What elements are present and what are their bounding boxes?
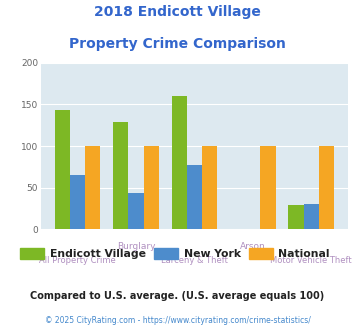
- Bar: [171, 96, 187, 229]
- Bar: [319, 146, 334, 229]
- Bar: [70, 175, 85, 229]
- Bar: [260, 146, 275, 229]
- Bar: [288, 205, 304, 229]
- Bar: [143, 146, 159, 229]
- Text: All Property Crime: All Property Crime: [39, 256, 116, 265]
- Text: © 2025 CityRating.com - https://www.cityrating.com/crime-statistics/: © 2025 CityRating.com - https://www.city…: [45, 316, 310, 325]
- Bar: [202, 146, 217, 229]
- Bar: [129, 193, 143, 229]
- Text: Larceny & Theft: Larceny & Theft: [161, 256, 228, 265]
- Bar: [85, 146, 100, 229]
- Text: Arson: Arson: [240, 242, 266, 251]
- Bar: [55, 110, 70, 229]
- Text: Compared to U.S. average. (U.S. average equals 100): Compared to U.S. average. (U.S. average …: [31, 291, 324, 301]
- Legend: Endicott Village, New York, National: Endicott Village, New York, National: [16, 244, 334, 264]
- Text: Burglary: Burglary: [117, 242, 155, 251]
- Bar: [187, 165, 202, 229]
- Text: Property Crime Comparison: Property Crime Comparison: [69, 37, 286, 51]
- Text: 2018 Endicott Village: 2018 Endicott Village: [94, 5, 261, 19]
- Bar: [304, 204, 319, 229]
- Text: Motor Vehicle Theft: Motor Vehicle Theft: [271, 256, 352, 265]
- Bar: [113, 122, 129, 229]
